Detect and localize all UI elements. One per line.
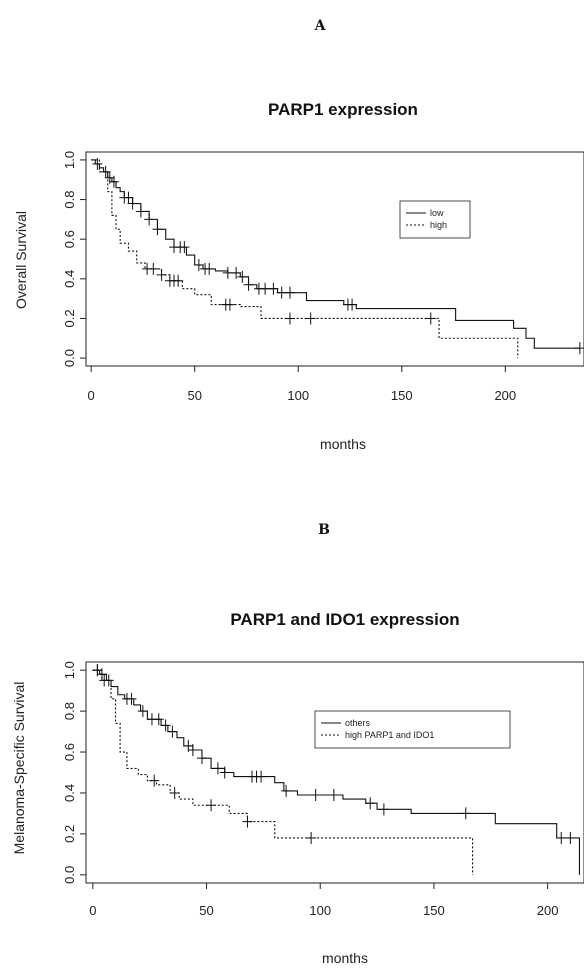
censor-mark	[169, 786, 180, 799]
x-tick-label: 100	[309, 903, 331, 918]
y-tick-label: 1.0	[62, 151, 77, 169]
censor-mark	[135, 205, 146, 218]
y-tick-label: 0.4	[62, 270, 77, 288]
censor-mark	[284, 312, 295, 325]
x-tick-label: 150	[423, 903, 445, 918]
censor-mark	[187, 743, 198, 756]
censor-mark	[100, 165, 111, 178]
censor-mark	[127, 197, 138, 210]
censor-mark	[92, 664, 103, 677]
x-tick-label: 0	[88, 388, 95, 403]
panel-b-letter: B	[318, 522, 330, 538]
censor-mark	[152, 223, 163, 236]
censor-mark	[425, 312, 436, 325]
censor-mark	[347, 298, 358, 311]
censor-mark	[126, 692, 137, 705]
series-line-1	[92, 669, 474, 875]
censor-mark	[99, 674, 110, 687]
censor-mark	[204, 262, 215, 275]
censor-mark	[365, 797, 376, 810]
y-tick-label: 0.2	[62, 825, 77, 843]
censor-mark	[281, 784, 292, 797]
censor-mark	[565, 831, 576, 844]
y-tick-label: 0.0	[62, 349, 77, 367]
censor-mark	[328, 789, 339, 802]
censor-mark	[149, 774, 160, 787]
y-tick-label: 0.6	[62, 743, 77, 761]
censor-mark	[237, 270, 248, 283]
censor-mark	[242, 815, 253, 828]
panel-a-letter: A	[314, 18, 327, 34]
censor-mark	[92, 157, 103, 170]
censor-mark	[193, 258, 204, 271]
x-tick-label: 0	[89, 903, 96, 918]
x-tick-label: 200	[537, 903, 559, 918]
censor-mark	[179, 241, 190, 254]
plot-frame	[85, 151, 584, 367]
censor-mark	[148, 262, 159, 275]
legend-label: high PARP1 and IDO1	[345, 730, 434, 740]
censor-mark	[108, 175, 119, 188]
censor-mark	[137, 705, 148, 718]
censor-mark	[156, 268, 167, 281]
censor-mark	[310, 789, 321, 802]
censor-mark	[256, 770, 267, 783]
censor-mark	[173, 274, 184, 287]
plot-frame	[85, 661, 584, 884]
y-tick-label: 0.8	[62, 702, 77, 720]
series-line-0	[91, 159, 580, 349]
y-tick-label: 1.0	[62, 661, 77, 679]
panel-a-ylabel: Overall Survival	[13, 211, 29, 309]
censor-mark	[378, 803, 389, 816]
censor-mark	[160, 719, 171, 732]
censor-mark	[212, 762, 223, 775]
censor-mark	[231, 266, 242, 279]
censor-mark	[123, 191, 134, 204]
panel-b-xlabel: months	[322, 950, 368, 966]
panel-b-title: PARP1 and IDO1 expression	[230, 610, 459, 629]
panel-b-plot: 0 50 100 150 200 0.0 0.2 0.4 0.6 0.8 1.0 others high…	[62, 661, 584, 918]
legend-box	[399, 200, 471, 239]
series-line-1	[91, 159, 519, 359]
censor-mark	[153, 713, 164, 726]
y-tick-label: 0.0	[62, 866, 77, 884]
x-tick-label: 50	[187, 388, 201, 403]
x-tick-label: 200	[494, 388, 516, 403]
censor-mark	[306, 831, 317, 844]
y-tick-label: 0.2	[62, 309, 77, 327]
censor-mark	[196, 752, 207, 765]
censor-mark	[268, 282, 279, 295]
panel-a-title: PARP1 expression	[268, 100, 418, 119]
legend-box	[314, 710, 511, 749]
censor-mark	[284, 286, 295, 299]
panel-a-plot: 0 50 100 150 200 0.0 0.2 0.4 0.6 0.8 1.0 low high	[62, 151, 584, 403]
x-tick-label: 100	[287, 388, 309, 403]
series-line-0	[92, 669, 581, 875]
y-tick-label: 0.4	[62, 784, 77, 802]
censor-mark	[144, 213, 155, 226]
censor-mark	[206, 799, 217, 812]
x-tick-label: 50	[199, 903, 213, 918]
legend-label: others	[345, 718, 371, 728]
censor-mark	[224, 298, 235, 311]
censor-mark	[460, 807, 471, 820]
legend-label: high	[430, 220, 447, 230]
censor-mark	[243, 278, 254, 291]
censor-mark	[556, 831, 567, 844]
censor-mark	[305, 312, 316, 325]
panel-a-xlabel: months	[320, 436, 366, 452]
y-tick-label: 0.6	[62, 230, 77, 248]
censor-mark	[574, 342, 584, 355]
censor-mark	[167, 725, 178, 738]
x-tick-label: 150	[391, 388, 413, 403]
panel-b-ylabel: Melanoma-Specific Survival	[11, 682, 27, 855]
censor-mark	[219, 766, 230, 779]
legend-label: low	[430, 208, 444, 218]
y-tick-label: 0.8	[62, 191, 77, 209]
